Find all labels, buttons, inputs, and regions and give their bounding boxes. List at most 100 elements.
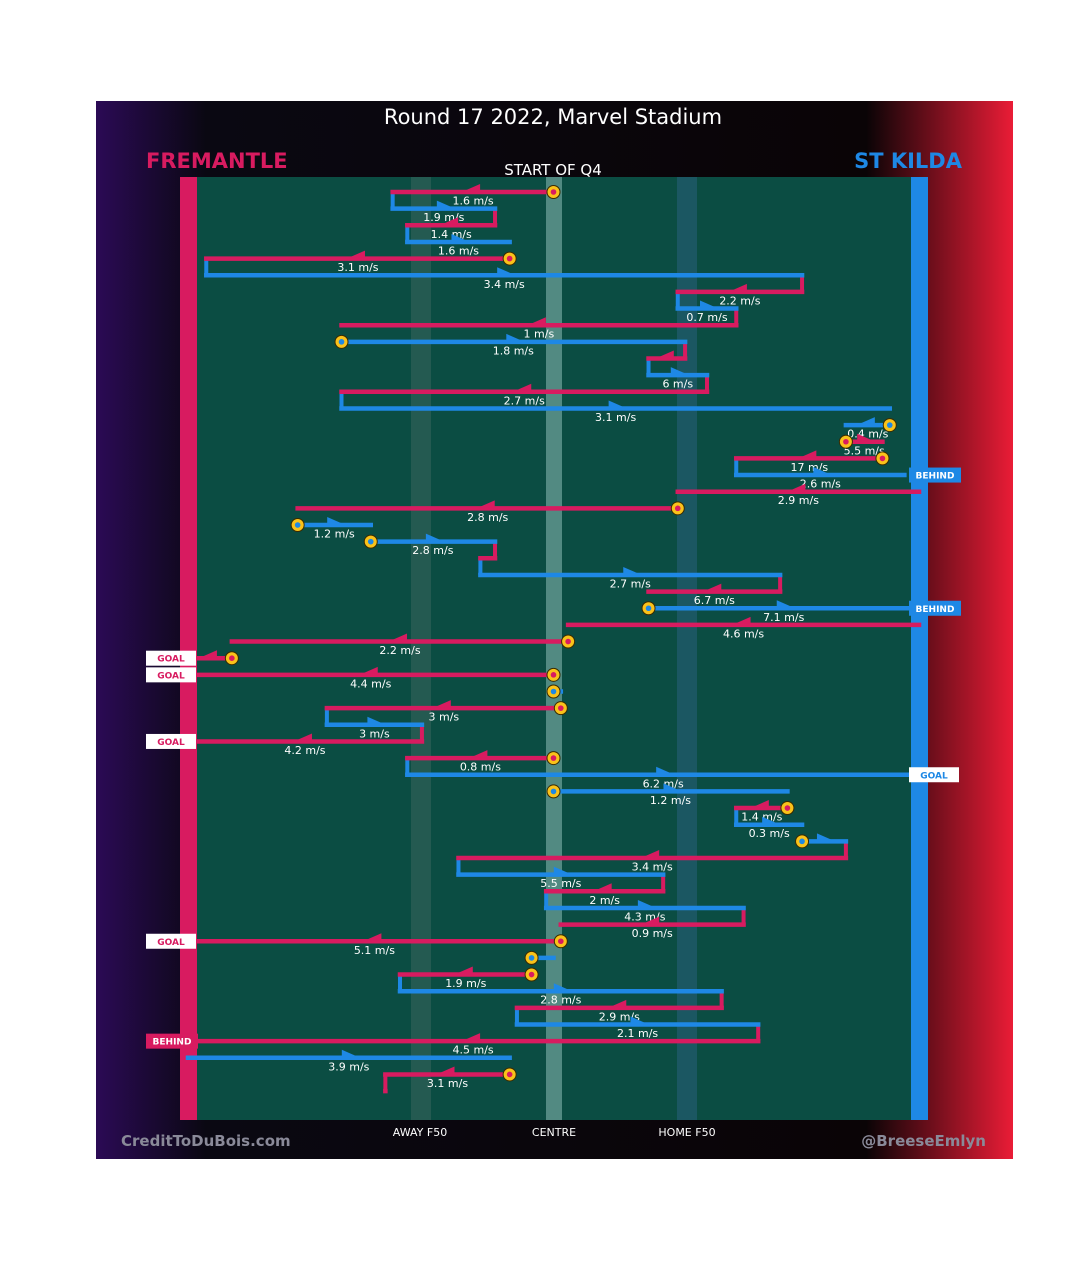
speed-label-44: 0.9 m/s bbox=[632, 927, 673, 940]
stoppage-marker-centre-34 bbox=[550, 755, 557, 761]
speed-label-7: 0.7 m/s bbox=[686, 311, 727, 324]
speed-label-29: 4.4 m/s bbox=[350, 677, 391, 690]
speed-label-31: 3 m/s bbox=[429, 711, 460, 724]
speed-label-24: 6.7 m/s bbox=[694, 594, 735, 607]
home-f50-band bbox=[677, 177, 697, 1120]
stoppage-marker-centre-53 bbox=[506, 1071, 513, 1078]
speed-label-33: 4.2 m/s bbox=[284, 744, 325, 757]
result-label-45: GOAL bbox=[157, 938, 185, 948]
stoppage-marker-centre-14 bbox=[886, 422, 893, 428]
chart-subtitle: START OF Q4 bbox=[504, 161, 602, 179]
possession-chain-chart: Round 17 2022, Marvel Stadium START OF Q… bbox=[96, 101, 1013, 1159]
chain-arrow-15 bbox=[857, 433, 874, 441]
speed-label-49: 2.9 m/s bbox=[599, 1010, 640, 1023]
speed-label-25: 7.1 m/s bbox=[763, 611, 804, 624]
chain-arrow-18 bbox=[789, 483, 806, 491]
chain-arrow-29 bbox=[361, 666, 378, 674]
axis-label-away-f50: AWAY F50 bbox=[393, 1126, 447, 1139]
chain-arrow-12 bbox=[515, 383, 532, 391]
speed-label-48: 2.8 m/s bbox=[540, 994, 581, 1007]
result-label-25: BEHIND bbox=[916, 605, 955, 615]
chain-arrow-10 bbox=[657, 350, 674, 358]
speed-label-21: 2.8 m/s bbox=[412, 544, 453, 557]
chain-arrow-41 bbox=[553, 866, 570, 874]
chain-arrow-53 bbox=[438, 1066, 455, 1074]
stoppage-marker-centre-36 bbox=[550, 788, 557, 795]
speed-label-47: 1.9 m/s bbox=[445, 977, 486, 990]
speed-label-43: 4.3 m/s bbox=[624, 910, 665, 923]
stoppage-marker-centre-29 bbox=[550, 672, 557, 678]
speed-label-8: 1 m/s bbox=[524, 328, 555, 341]
stoppage-marker-centre-0 bbox=[550, 189, 557, 195]
speed-label-32: 3 m/s bbox=[359, 727, 390, 740]
chain-arrow-4 bbox=[348, 250, 365, 258]
chain-arrow-47 bbox=[456, 966, 473, 974]
speed-label-35: 6.2 m/s bbox=[643, 777, 684, 790]
stoppage-marker-centre-20 bbox=[294, 522, 301, 528]
team-right-label: ST KILDA bbox=[854, 149, 963, 173]
stoppage-marker-centre-37 bbox=[784, 805, 791, 811]
chain-arrow-27 bbox=[390, 633, 407, 641]
speed-label-27: 2.2 m/s bbox=[379, 644, 420, 657]
chain-arrow-34 bbox=[471, 750, 488, 758]
team-left-label: FREMANTLE bbox=[146, 149, 288, 173]
chain-arrow-42 bbox=[595, 883, 612, 891]
chain-arrow-36 bbox=[663, 783, 680, 791]
stoppage-marker-centre-27 bbox=[565, 638, 571, 645]
chain-arrow-28 bbox=[200, 650, 217, 658]
away-f50-band bbox=[411, 177, 431, 1120]
stoppage-marker-centre-39 bbox=[799, 838, 805, 845]
chain-arrow-5 bbox=[497, 267, 514, 275]
speed-label-18: 2.9 m/s bbox=[778, 494, 819, 507]
result-badge-28 bbox=[146, 650, 196, 666]
result-label-33: GOAL bbox=[157, 738, 185, 748]
chain-arrow-19 bbox=[478, 500, 495, 508]
result-badge-29 bbox=[146, 667, 196, 683]
chain-arrow-3 bbox=[451, 233, 468, 241]
chain-arrow-24 bbox=[705, 583, 722, 591]
speed-label-26: 4.6 m/s bbox=[723, 627, 764, 640]
chain-arrow-2 bbox=[442, 217, 459, 225]
chain-arrow-23 bbox=[623, 566, 640, 574]
chain-arrow-32 bbox=[367, 716, 384, 724]
speed-label-17: 2.6 m/s bbox=[800, 478, 841, 491]
st-kilda-goal-line bbox=[911, 177, 928, 1120]
speed-label-40: 3.4 m/s bbox=[632, 861, 673, 874]
fremantle-goal-line bbox=[180, 177, 197, 1120]
stoppage-marker-centre-21 bbox=[367, 538, 374, 545]
result-label-17: BEHIND bbox=[916, 472, 955, 482]
stoppage-marker-centre-4 bbox=[506, 255, 513, 262]
result-label-35: GOAL bbox=[920, 771, 948, 781]
speed-label-37: 1.4 m/s bbox=[741, 811, 782, 824]
stoppage-marker-centre-31 bbox=[558, 705, 564, 711]
speed-label-51: 4.5 m/s bbox=[453, 1044, 494, 1057]
stoppage-marker-centre-9 bbox=[338, 339, 345, 345]
chain-arrow-44 bbox=[643, 916, 660, 924]
speed-label-34: 0.8 m/s bbox=[460, 761, 501, 774]
stoppage-marker-centre-16 bbox=[879, 455, 886, 462]
chain-arrow-31 bbox=[434, 700, 451, 708]
centre-band bbox=[546, 177, 562, 1120]
chain-arrow-14 bbox=[858, 417, 875, 425]
axis-label-home-f50: HOME F50 bbox=[658, 1126, 715, 1139]
result-badge-51 bbox=[146, 1033, 198, 1049]
result-badge-35 bbox=[909, 767, 959, 783]
stoppage-marker-centre-47 bbox=[528, 971, 535, 978]
chain-arrow-8 bbox=[529, 317, 546, 325]
chain-arrow-45 bbox=[365, 933, 382, 941]
speed-label-38: 0.3 m/s bbox=[749, 827, 790, 840]
speed-label-50: 2.1 m/s bbox=[617, 1027, 658, 1040]
result-label-28: GOAL bbox=[157, 655, 185, 665]
chain-arrow-7 bbox=[700, 300, 717, 308]
stoppage-marker-centre-28 bbox=[229, 655, 235, 661]
chain-arrow-11 bbox=[670, 367, 687, 375]
chain-arrow-9 bbox=[506, 333, 523, 341]
speed-label-0: 1.6 m/s bbox=[453, 195, 494, 208]
credit-right: @BreeseEmlyn bbox=[861, 1132, 986, 1150]
result-label-51: BEHIND bbox=[153, 1038, 192, 1048]
chain-arrow-17 bbox=[813, 467, 830, 475]
speed-label-41: 5.5 m/s bbox=[540, 877, 581, 890]
stoppage-marker-centre-45 bbox=[558, 938, 564, 945]
chart-title: Round 17 2022, Marvel Stadium bbox=[384, 105, 722, 129]
chain-arrow-26 bbox=[734, 616, 751, 624]
